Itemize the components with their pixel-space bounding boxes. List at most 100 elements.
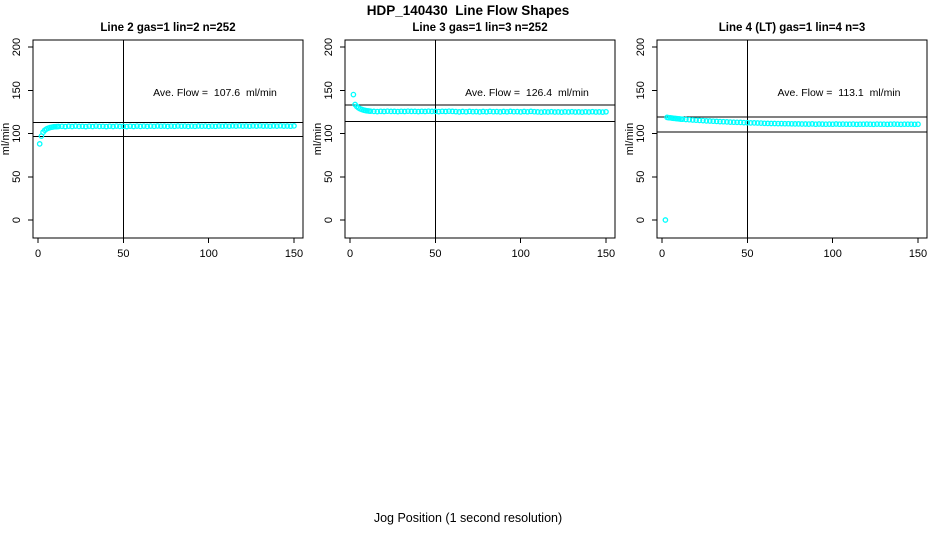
data-point xyxy=(198,123,205,130)
data-point xyxy=(734,119,740,126)
data-point xyxy=(758,120,764,126)
data-point xyxy=(596,109,603,115)
data-point xyxy=(908,121,915,128)
data-point xyxy=(528,108,534,115)
data-point xyxy=(181,123,188,129)
data-point xyxy=(487,108,493,115)
data-point xyxy=(863,121,870,127)
flow-panel: Line 2 gas=1 lin=2 n=252 0 50 100 150 0 50 100 1… xyxy=(0,22,304,260)
data-point xyxy=(96,123,103,130)
data-point xyxy=(891,121,897,127)
data-point xyxy=(764,120,771,127)
data-point xyxy=(713,118,720,125)
data-point xyxy=(117,123,123,130)
data-point xyxy=(175,123,181,129)
data-point xyxy=(164,123,171,130)
y-tick-label: 0 xyxy=(11,217,23,223)
data-point xyxy=(412,108,418,115)
panel-title: Line 2 gas=1 lin=2 n=252 xyxy=(100,22,235,34)
data-point xyxy=(500,108,507,115)
data-point xyxy=(490,108,497,115)
data-point xyxy=(737,119,744,126)
data-point xyxy=(367,108,374,115)
data-point xyxy=(744,119,751,126)
x-tick-label: 150 xyxy=(597,248,615,260)
data-point xyxy=(401,108,408,115)
data-point xyxy=(565,109,572,115)
data-point xyxy=(778,120,785,127)
data-point xyxy=(894,121,901,128)
data-point xyxy=(473,108,480,115)
data-point xyxy=(250,123,256,129)
x-axis: 0 50 100 150 xyxy=(659,238,927,260)
data-point xyxy=(439,108,446,115)
data-point xyxy=(911,121,918,128)
data-point xyxy=(809,121,816,127)
data-point xyxy=(151,123,157,130)
y-tick-label: 100 xyxy=(635,124,647,142)
data-point xyxy=(144,123,151,130)
data-point xyxy=(65,123,72,130)
data-point xyxy=(884,121,891,128)
data-point xyxy=(850,121,857,127)
x-tick-label: 0 xyxy=(35,248,41,260)
data-point xyxy=(195,123,202,129)
x-axis-label: Jog Position (1 second resolution) xyxy=(373,511,563,525)
y-tick-label: 100 xyxy=(11,124,23,142)
panel-title: Line 4 (LT) gas=1 lin=4 n=3 xyxy=(719,22,865,34)
data-point xyxy=(904,121,911,128)
data-point xyxy=(819,121,826,127)
y-tick-label: 200 xyxy=(635,38,647,56)
data-point xyxy=(720,118,727,125)
data-point xyxy=(277,122,284,129)
data-point xyxy=(545,109,551,115)
data-point xyxy=(205,123,212,130)
data-point xyxy=(466,108,473,115)
data-point xyxy=(572,109,579,115)
data-point xyxy=(459,108,466,115)
data-point xyxy=(55,123,62,130)
data-point xyxy=(130,123,137,130)
data-point xyxy=(456,109,463,115)
x-tick-label: 100 xyxy=(511,248,529,260)
data-point xyxy=(480,108,486,115)
data-point xyxy=(449,108,456,115)
data-point xyxy=(192,123,198,130)
y-tick-label: 50 xyxy=(323,171,335,183)
data-point xyxy=(418,108,425,115)
x-tick-label: 50 xyxy=(429,248,441,260)
data-point xyxy=(374,108,381,115)
data-point xyxy=(843,121,850,128)
ave-flow-label: Ave. Flow = 113.1 ml/min xyxy=(777,87,900,99)
data-point xyxy=(717,118,723,125)
data-point xyxy=(551,109,558,115)
data-point xyxy=(761,120,768,127)
data-point xyxy=(425,108,432,115)
x-tick-label: 150 xyxy=(285,248,303,260)
data-point xyxy=(171,123,178,130)
data-point xyxy=(137,123,144,130)
data-point xyxy=(548,108,555,115)
data-point xyxy=(79,123,86,130)
y-tick-label: 200 xyxy=(11,38,23,56)
data-point xyxy=(792,121,798,127)
data-point xyxy=(582,108,589,115)
figure-title: HDP_140430 Line Flow Shapes xyxy=(366,3,570,18)
data-point xyxy=(158,123,164,130)
data-points xyxy=(350,91,609,115)
data-point xyxy=(833,121,839,127)
data-point xyxy=(422,108,428,115)
data-point xyxy=(452,108,459,115)
data-point xyxy=(212,123,219,130)
data-point xyxy=(219,123,226,130)
data-point xyxy=(233,123,239,129)
data-point xyxy=(524,108,531,115)
data-point xyxy=(127,123,134,130)
data-point xyxy=(147,123,154,129)
data-point xyxy=(113,123,120,129)
x-tick-label: 0 xyxy=(347,248,353,260)
data-point xyxy=(771,120,778,127)
y-tick-label: 0 xyxy=(323,217,335,223)
data-point xyxy=(696,117,703,124)
data-point xyxy=(267,123,273,130)
